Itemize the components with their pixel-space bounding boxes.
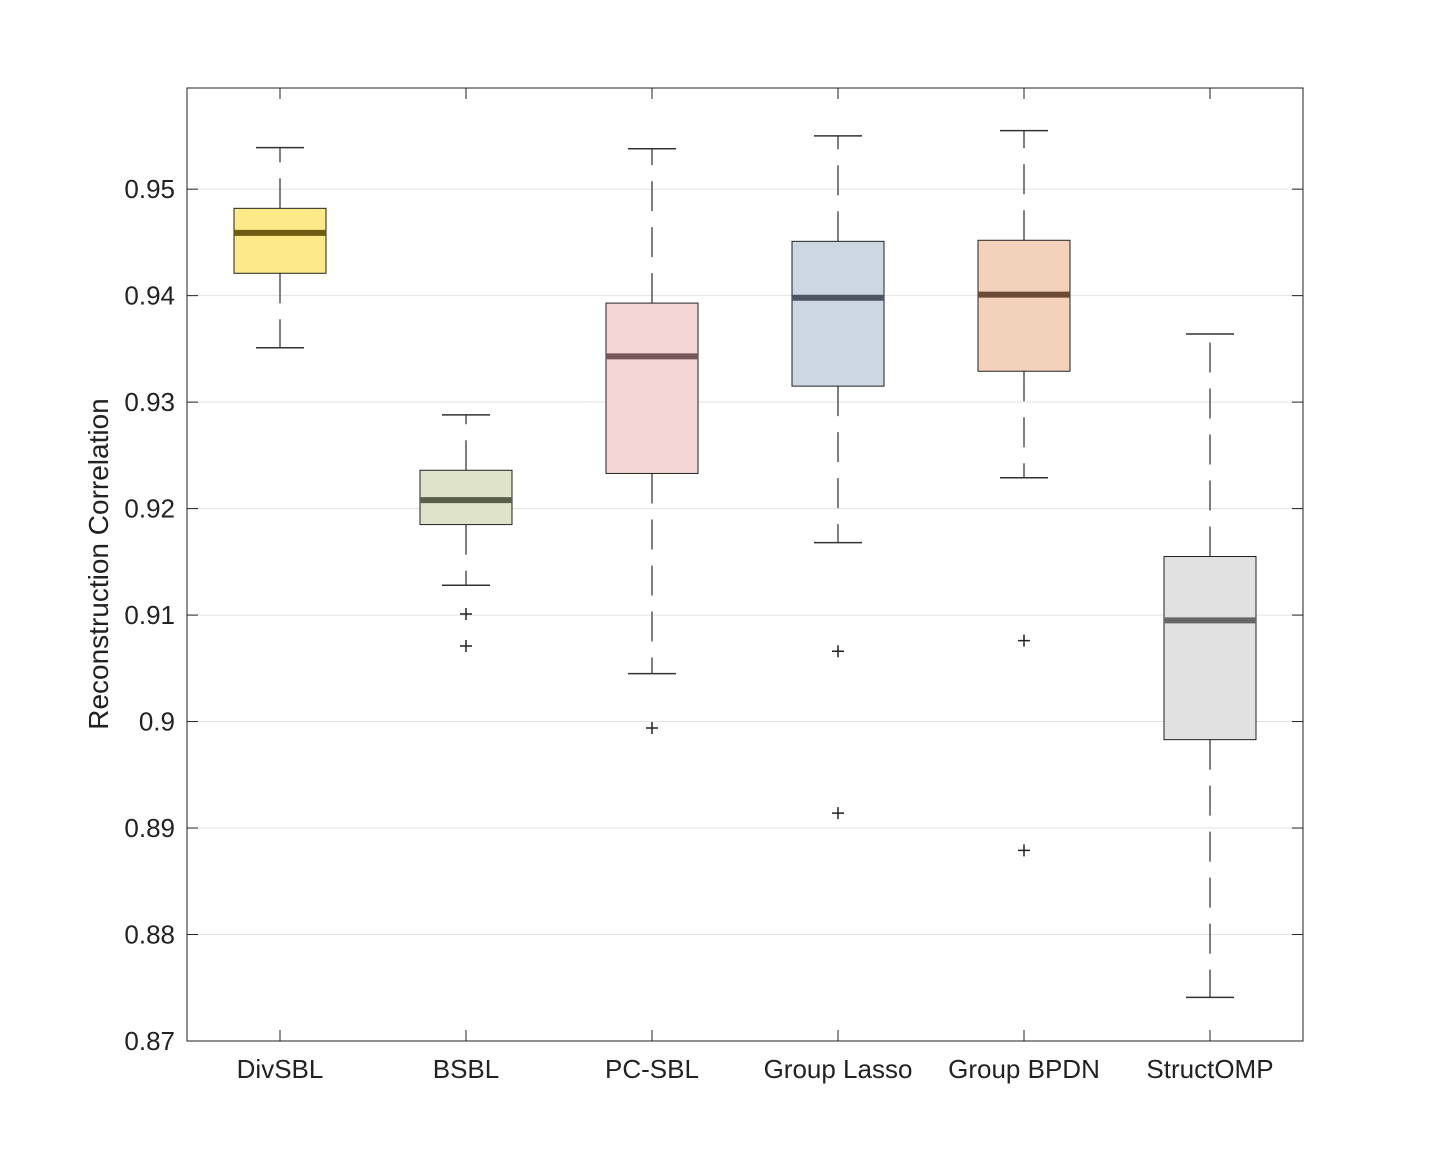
- grid-layer: [187, 188, 1303, 936]
- label-layer: 0.87 0.88 0.89 0.9 0.91 0.92 0.93 0.94 0.95 DivSB…: [124, 174, 1273, 1084]
- y-tick-label: 0.94: [124, 281, 175, 311]
- y-tick-label: 0.88: [124, 920, 175, 950]
- plot-layer: [233, 129, 1257, 999]
- box-group-pc-sbl: [605, 147, 699, 734]
- outlier-marker: [460, 639, 472, 652]
- x-tick-label: DivSBL: [237, 1054, 324, 1084]
- x-tick-label: BSBL: [433, 1054, 500, 1084]
- x-tick-label: Group BPDN: [948, 1054, 1100, 1084]
- y-tick-label: 0.89: [124, 813, 175, 843]
- y-tick-label: 0.92: [124, 494, 175, 524]
- x-tick-label: StructOMP: [1146, 1054, 1273, 1084]
- outlier-marker: [460, 608, 472, 621]
- axes-frame: [186, 87, 1304, 1042]
- y-tick-label: 0.91: [124, 600, 175, 630]
- y-tick-label: 0.93: [124, 387, 175, 417]
- box-group-divsbl: [233, 146, 327, 349]
- iqr-box: [233, 207, 327, 274]
- tick-layer: [187, 88, 1303, 1042]
- y-axis-label: Reconstruction Correlation: [83, 398, 114, 730]
- outlier-marker: [832, 807, 844, 820]
- y-tick-label: 0.95: [124, 174, 175, 204]
- iqr-box: [1163, 556, 1257, 741]
- iqr-box: [977, 239, 1071, 372]
- x-tick-label: Group Lasso: [764, 1054, 913, 1084]
- iqr-box: [791, 240, 885, 387]
- outlier-marker: [646, 721, 658, 734]
- outlier-marker: [1018, 844, 1030, 857]
- y-tick-label: 0.9: [139, 707, 175, 737]
- box-group-group-lasso: [791, 135, 885, 820]
- box-group-group-bpdn: [977, 129, 1071, 857]
- outlier-marker: [1018, 634, 1030, 647]
- outlier-marker: [832, 645, 844, 658]
- x-tick-label: PC-SBL: [605, 1054, 699, 1084]
- box-group-bsbl: [419, 414, 513, 652]
- box-group-structomp: [1163, 333, 1257, 999]
- y-tick-label: 0.87: [124, 1026, 175, 1056]
- iqr-box: [605, 302, 699, 474]
